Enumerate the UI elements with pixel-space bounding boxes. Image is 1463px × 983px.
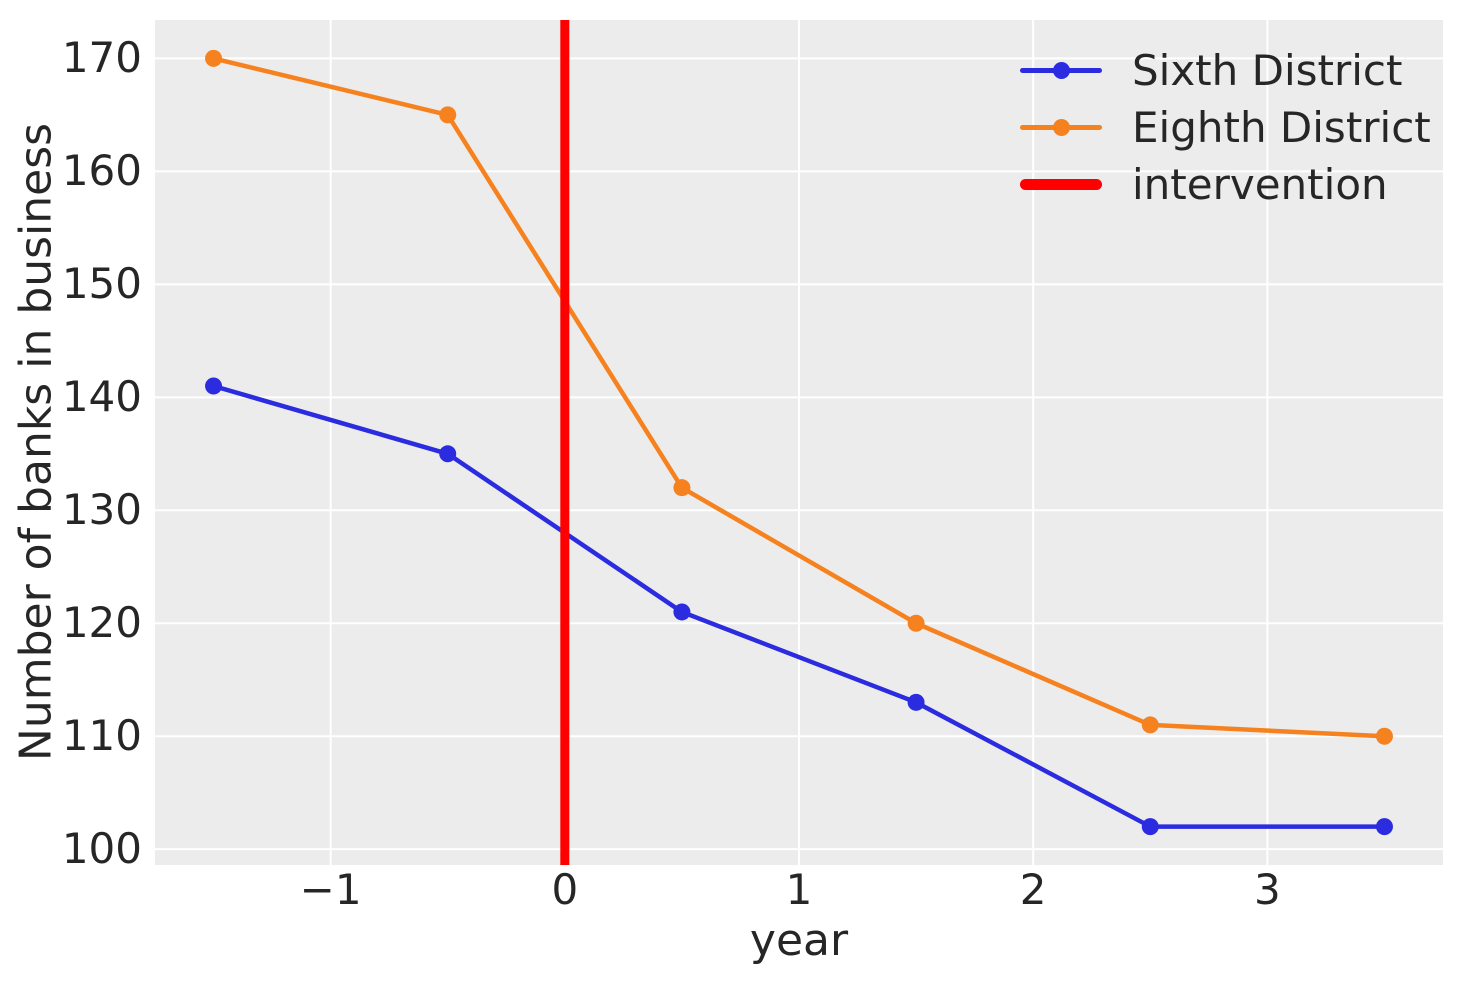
data-point-eighth-district [673, 479, 691, 497]
x-tick-label: 0 [551, 865, 579, 914]
data-point-eighth-district [205, 49, 223, 67]
plot-area [155, 20, 1443, 865]
legend-marker-dot [1052, 119, 1070, 136]
y-tick-label: 120 [61, 598, 142, 648]
x-tick-label: 2 [1019, 865, 1047, 914]
y-tick-label: 110 [61, 711, 142, 761]
data-point-sixth-district [907, 693, 925, 711]
legend: Sixth District Eighth District intervent… [1020, 42, 1431, 213]
data-point-eighth-district [907, 614, 925, 632]
legend-item-intervention: intervention [1020, 156, 1431, 213]
sixth-district-line-marker-swatch [1020, 60, 1102, 82]
legend-label-eighth-district: Eighth District [1132, 103, 1431, 152]
data-point-sixth-district [205, 377, 223, 395]
y-tick-label: 150 [61, 259, 142, 309]
x-tick-label: 1 [785, 865, 813, 914]
y-tick-label: 170 [61, 33, 142, 83]
data-point-sixth-district [1141, 818, 1159, 836]
data-point-eighth-district [439, 106, 457, 124]
legend-label-intervention: intervention [1132, 160, 1388, 209]
y-axis-label: Number of banks in business [10, 122, 62, 762]
series-line-sixth-district [211, 383, 1387, 829]
data-point-eighth-district [1141, 716, 1159, 734]
data-point-sixth-district [1375, 818, 1393, 836]
x-tick-label: 3 [1253, 865, 1281, 914]
y-tick-label: 140 [61, 372, 142, 422]
eighth-district-line-marker-swatch [1020, 117, 1102, 139]
x-tick-label: −1 [299, 865, 362, 914]
legend-item-eighth-district: Eighth District [1020, 99, 1431, 156]
y-tick-label: 130 [61, 485, 142, 535]
y-tick-label: 160 [61, 146, 142, 196]
legend-label-sixth-district: Sixth District [1132, 46, 1403, 95]
series-line-eighth-district [211, 56, 1387, 739]
data-point-sixth-district [673, 603, 691, 621]
data-point-eighth-district [1375, 727, 1393, 745]
legend-item-sixth-district: Sixth District [1020, 42, 1431, 99]
data-point-sixth-district [439, 445, 457, 463]
y-tick-label: 100 [61, 824, 142, 874]
chart-canvas [155, 20, 1443, 865]
x-axis-label: year [749, 915, 849, 966]
intervention-line-swatch [1020, 179, 1102, 190]
legend-marker-dot [1052, 62, 1070, 79]
